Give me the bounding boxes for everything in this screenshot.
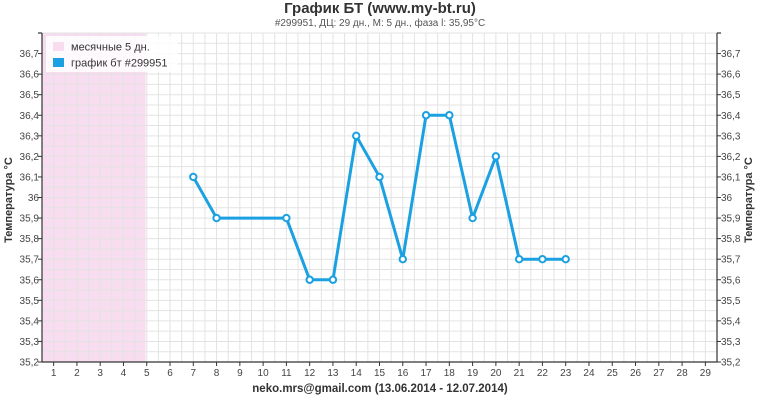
x-tick-label: 15 [374,368,386,379]
y-tick-label-right: 36,7 [721,49,741,60]
x-tick-label: 20 [490,368,502,379]
y-tick-label-left: 35,7 [20,255,40,266]
x-tick-label: 22 [537,368,549,379]
x-tick-label: 18 [444,368,456,379]
x-tick-label: 4 [121,368,127,379]
x-tick-label: 11 [281,368,292,379]
y-axis-label-left: Температура °С [3,157,15,243]
data-point [328,275,338,284]
legend-swatch-bbt [53,58,64,67]
x-tick-label: 9 [237,368,243,379]
data-point [282,213,291,223]
x-tick-label: 8 [214,368,220,379]
y-tick-label-right: 36,1 [721,172,741,183]
x-tick-label: 16 [397,368,409,379]
y-axis-left-ticks: 35,2 35,3 35,4 35,5 35,6 35,7 35,8 35,9 36 36,1 36… [20,49,42,369]
y-tick-label-left: 36,5 [20,90,40,101]
legend-label-menstruation: месячные 5 дн. [71,42,150,54]
y-tick-label-left: 35,8 [20,234,40,245]
y-tick-label-left: 36,6 [20,70,40,81]
x-tick-label: 19 [467,368,479,379]
x-tick-label: 14 [351,368,363,379]
y-tick-label-left: 36,3 [20,131,40,142]
x-tick-label: 26 [630,368,642,379]
x-tick-label: 29 [700,368,712,379]
y-tick-label-left: 36,7 [20,49,40,60]
x-tick-label: 17 [420,368,432,379]
x-tick-label: 5 [144,368,150,379]
y-axis-label-right: Температура °С [743,157,755,243]
x-tick-label: 24 [583,368,595,379]
y-tick-label-right: 36,4 [721,111,741,122]
x-tick-label: 10 [258,368,270,379]
data-point [189,172,198,182]
y-tick-label-right: 35,7 [721,255,741,266]
x-tick-label: 6 [167,368,173,379]
grid-lines [41,32,718,363]
chart-subtitle: #299951, ДЦ: 29 дн., М: 5 дн., фаза l: 3… [275,17,485,29]
series-layer [189,111,570,284]
data-point [514,254,524,264]
legend-swatch-menstruation [53,42,64,51]
legend-label-bbt: график бт #299951 [71,58,168,70]
y-tick-label-left: 36,2 [20,152,40,163]
y-tick-label-left: 35,3 [20,337,40,348]
x-axis-label: neko.mrs@gmail.com (13.06.2014 - 12.07.2… [252,383,508,395]
data-point [375,172,384,182]
y-tick-label-right: 36,5 [721,90,741,101]
y-tick-label-right: 36 [721,193,733,204]
x-tick-label: 1 [51,368,57,379]
y-tick-label-left: 36,4 [20,111,40,122]
x-tick-label: 25 [607,368,619,379]
y-tick-label-left: 35,5 [20,296,40,307]
data-point [561,254,570,264]
x-tick-label: 2 [74,368,80,379]
y-tick-label-right: 35,5 [721,296,741,307]
y-tick-label-left: 35,9 [20,214,40,225]
chart-title: График БТ (www.my-bt.ru) [284,0,476,17]
y-tick-label-left: 35,2 [20,358,40,369]
x-axis-ticks: 1 2 3 4 5 6 7 8 9 10 11 12 13 14 15 16 17 18 19 20 21 22 23 24 2… [51,362,712,379]
legend-background [46,36,178,72]
y-tick-label-right: 35,8 [721,234,741,245]
y-tick-label-right: 35,3 [721,337,741,348]
x-tick-label: 23 [560,368,572,379]
y-tick-label-right: 36,2 [721,152,741,163]
y-tick-label-left: 35,6 [20,275,40,286]
y-tick-label-right: 36,6 [721,70,741,81]
data-point [445,111,454,120]
x-tick-label: 7 [191,368,197,379]
data-point [305,275,314,284]
legend: месячные 5 дн. график бт #299951 [46,36,178,72]
x-tick-label: 27 [653,368,665,379]
y-axis-right-ticks: 35,2 35,3 35,4 35,5 35,6 35,7 35,8 35,9 36 36,1 36… [717,49,741,369]
y-tick-label-left: 35,4 [20,316,40,327]
data-point [212,213,221,223]
data-point [352,131,361,141]
data-point [421,111,431,120]
y-tick-label-right: 35,9 [721,214,741,225]
y-tick-label-right: 36,3 [721,131,741,142]
y-tick-label-left: 36 [28,193,40,204]
x-tick-label: 28 [677,368,689,379]
y-tick-label-right: 35,4 [721,316,741,327]
data-point [538,254,547,264]
data-point [398,254,407,264]
x-tick-label: 3 [97,368,103,379]
x-tick-label: 13 [327,368,339,379]
y-tick-label-right: 35,2 [721,358,741,369]
data-point [468,213,477,223]
y-tick-label-right: 35,6 [721,275,741,286]
x-tick-label: 21 [514,368,526,379]
x-tick-label: 12 [304,368,316,379]
data-point [491,152,501,161]
y-tick-label-left: 36,1 [20,172,40,183]
